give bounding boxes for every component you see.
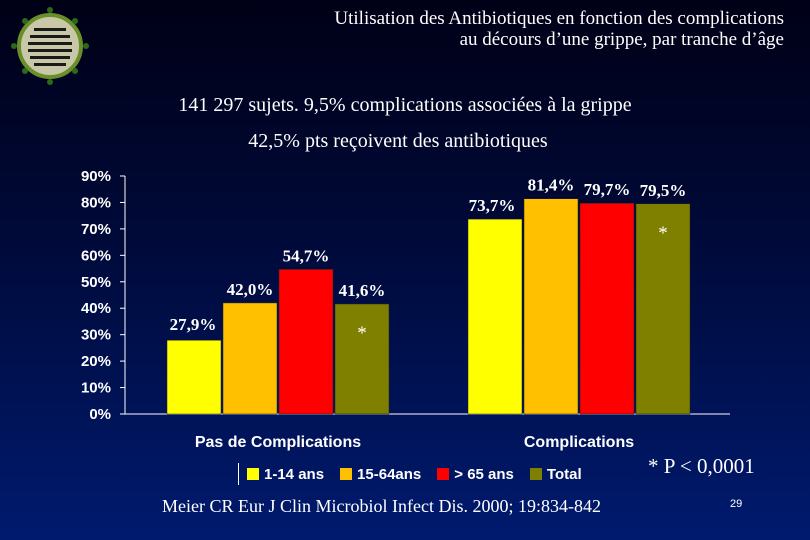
y-tick-label: 0% (89, 406, 111, 423)
data-label: 79,7% (584, 180, 631, 199)
y-tick-label: 80% (81, 194, 111, 211)
legend-item: 1-14 ans (247, 466, 324, 483)
legend-item: > 65 ans (437, 466, 514, 483)
category-label: Pas de Complications (195, 434, 361, 451)
data-label: 73,7% (469, 196, 516, 215)
data-label: 27,9% (170, 315, 217, 334)
chart-legend: 1-14 ans 15-64ans > 65 ans Total (238, 463, 582, 485)
data-label: 79,5% (640, 181, 687, 200)
legend-item: Total (529, 465, 582, 483)
bar-1-0 (467, 218, 523, 415)
category-label: Complications (524, 434, 634, 451)
y-tick-label: 90% (81, 168, 111, 185)
virus-icon (11, 7, 89, 85)
subtitle-antibiotics: 42,5% pts reçoivent des antibiotiques (248, 130, 548, 152)
y-tick-label: 10% (81, 380, 111, 397)
legend-label: Total (546, 465, 582, 483)
bar-1-1 (523, 198, 579, 415)
data-label: 41,6% (339, 281, 386, 300)
y-tick-label: 60% (81, 247, 111, 264)
y-tick-label: 40% (81, 300, 111, 317)
y-tick-label: 70% (81, 221, 111, 238)
y-tick-label: 20% (81, 353, 111, 370)
citation: Meier CR Eur J Clin Microbiol Infect Dis… (162, 496, 601, 516)
title-line-2: au décours d’une grippe, par tranche d’â… (459, 29, 784, 50)
legend-item: 15-64ans (340, 466, 421, 483)
bar-1-3 (635, 203, 691, 415)
data-label: 42,0% (227, 280, 274, 299)
slide-title: Utilisation des Antibiotiques en fonctio… (334, 8, 784, 50)
page-number: 29 (730, 498, 743, 510)
y-tick-label: 30% (81, 327, 111, 344)
legend-swatch (247, 468, 259, 480)
significance-marker: * (357, 323, 367, 344)
significance-marker: * (658, 223, 668, 244)
legend-swatch (340, 468, 353, 480)
bar-0-2 (278, 269, 334, 415)
bar-0-0 (166, 339, 222, 415)
legend-swatch (437, 468, 450, 480)
subtitle-subjects: 141 297 sujets. 9,5% complications assoc… (178, 94, 632, 116)
bar-0-3 (334, 303, 390, 415)
data-label: 54,7% (283, 246, 330, 265)
bar-1-2 (579, 202, 635, 415)
y-tick-label: 50% (81, 274, 111, 291)
legend-label: 15-64ans (357, 465, 422, 483)
data-label: 81,4% (528, 176, 575, 195)
p-value-note: * P < 0,0001 (648, 454, 755, 478)
legend-swatch (529, 468, 542, 480)
title-line-1: Utilisation des Antibiotiques en fonctio… (334, 8, 784, 29)
legend-label: > 65 ans (454, 465, 514, 483)
legend-label: 1-14 ans (264, 465, 325, 483)
bar-0-1 (222, 302, 278, 415)
